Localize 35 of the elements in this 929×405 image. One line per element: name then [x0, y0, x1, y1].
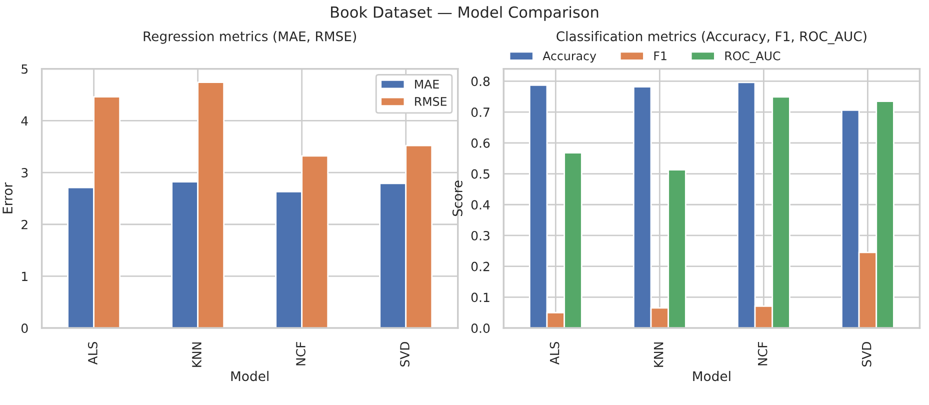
y-tick-label: 0.3 — [471, 230, 490, 240]
legend-label: Accuracy — [542, 52, 596, 63]
x-tick-label: NCF — [296, 342, 306, 366]
text: Book Dataset — Model Comparison — [331, 6, 598, 21]
y-tick-label: 3 — [22, 168, 28, 178]
y-axis-title: Score — [452, 180, 462, 216]
y-tick-label: 1 — [22, 272, 28, 281]
x-axis-title: Model — [693, 370, 730, 382]
x-tick-label: SVD — [400, 342, 410, 367]
legend-label: F1 — [654, 52, 666, 60]
chart-title: Classification metrics (Accuracy, F1, ROC_AUC) — [556, 31, 866, 44]
y-tick-label: 0.8 — [471, 76, 490, 86]
y-tick-label: 0.2 — [471, 262, 490, 272]
legend-label: ROC_AUC — [725, 51, 780, 63]
y-tick-label: 0.0 — [471, 324, 490, 333]
y-axis-title: Error — [2, 182, 13, 214]
x-tick-label: KNN — [192, 342, 202, 367]
legend-label: MAE — [415, 80, 439, 88]
legend-label: RMSE — [415, 97, 446, 106]
y-tick-label: 0.1 — [471, 292, 490, 302]
y-tick-label: 4 — [21, 116, 28, 126]
y-tick-label: 0.7 — [471, 108, 490, 117]
y-tick-label: 0.6 — [471, 138, 490, 148]
y-tick-label: 0.4 — [471, 200, 490, 210]
chart-title: Regression metrics (MAE, RMSE) — [144, 31, 356, 44]
y-tick-label: 0 — [21, 324, 28, 333]
y-tick-label: 0.5 — [471, 169, 490, 179]
x-tick-label: NCF — [758, 342, 768, 366]
x-tick-label: SVD — [862, 342, 872, 367]
y-tick-label: 2 — [22, 220, 28, 230]
x-tick-label: KNN — [654, 342, 664, 367]
x-tick-label: ALS — [88, 342, 98, 365]
y-tick-label: 5 — [22, 64, 28, 74]
x-tick-label: ALS — [550, 342, 560, 365]
x-axis-title: Model — [231, 370, 268, 382]
